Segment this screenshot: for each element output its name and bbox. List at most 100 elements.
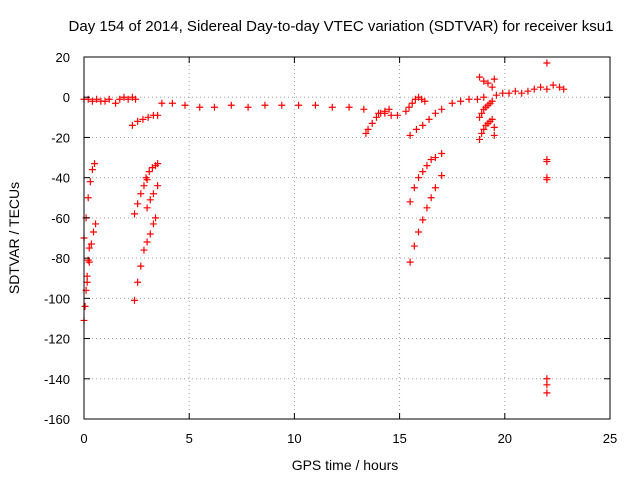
data-point <box>543 158 551 166</box>
data-point <box>261 101 269 109</box>
data-point <box>524 87 532 95</box>
data-point <box>278 101 286 109</box>
y-tick-label: -140 <box>44 372 70 387</box>
data-point <box>368 119 376 127</box>
data-point <box>543 85 551 93</box>
x-tick-label: 25 <box>603 431 617 446</box>
data-point <box>556 83 564 91</box>
data-point <box>488 83 496 91</box>
data-point <box>511 87 519 95</box>
x-tick-label: 15 <box>392 431 406 446</box>
data-point <box>101 97 109 105</box>
data-point <box>372 113 380 121</box>
data-point <box>419 121 427 129</box>
data-point <box>134 117 142 125</box>
y-tick-labels: -160 -140 -120 -100 -80 -60 -40 -20 0 20 <box>44 50 70 427</box>
data-point <box>490 123 498 131</box>
data-point <box>415 174 423 182</box>
data-point <box>560 85 568 93</box>
data-point <box>105 95 113 103</box>
data-point <box>518 89 526 97</box>
data-point <box>419 216 427 224</box>
series-group <box>142 160 162 182</box>
data-point <box>146 230 154 238</box>
data-point <box>295 101 303 109</box>
series-group <box>375 109 401 119</box>
data-point <box>227 101 235 109</box>
series-group <box>158 99 368 113</box>
y-tick-label: 20 <box>56 50 70 65</box>
series-group <box>130 214 160 304</box>
series-group <box>448 93 488 107</box>
data-point <box>134 278 142 286</box>
data-point <box>381 109 389 117</box>
data-point <box>431 184 439 192</box>
data-point <box>480 93 488 101</box>
data-point <box>412 125 420 133</box>
data-point <box>415 228 423 236</box>
data-point <box>154 182 162 190</box>
data-point <box>154 160 162 168</box>
series-group <box>128 111 162 129</box>
data-point <box>549 81 557 89</box>
data-point <box>457 97 465 105</box>
data-point <box>438 105 446 113</box>
data-point <box>139 115 147 123</box>
data-point <box>196 103 204 111</box>
data-point <box>362 129 370 137</box>
y-tick-label: -100 <box>44 291 70 306</box>
data-point <box>448 99 456 107</box>
plot-frame <box>83 56 611 420</box>
data-point <box>375 109 383 117</box>
series-group <box>476 115 496 143</box>
data-point <box>480 125 488 133</box>
data-point <box>408 99 416 107</box>
data-point <box>387 111 395 119</box>
series-group <box>143 182 162 212</box>
data-point <box>476 135 484 143</box>
x-axis-label: GPS time / hours <box>292 457 399 473</box>
data-point <box>152 214 160 222</box>
data-point <box>402 107 410 115</box>
y-tick-label: 0 <box>63 90 70 105</box>
series-group <box>406 172 446 266</box>
data-point <box>134 200 142 208</box>
data-point <box>419 168 427 176</box>
data-point <box>543 381 551 389</box>
data-point <box>478 129 486 137</box>
y-axis-label: SDTVAR / TECUs <box>6 182 22 294</box>
data-markers <box>80 59 568 397</box>
data-point <box>431 154 439 162</box>
series-group <box>476 97 496 121</box>
data-point <box>543 59 551 67</box>
data-point <box>410 242 418 250</box>
series-group <box>543 59 551 397</box>
data-point <box>423 204 431 212</box>
y-tick-label: -40 <box>51 171 70 186</box>
data-point <box>84 194 92 202</box>
y-tick-label: -80 <box>51 251 70 266</box>
data-point <box>438 172 446 180</box>
data-point <box>93 95 101 103</box>
data-point <box>140 182 148 190</box>
data-point <box>143 238 151 246</box>
data-point <box>146 196 154 204</box>
series-group <box>362 105 393 137</box>
data-point <box>128 121 136 129</box>
series-group <box>80 93 140 107</box>
data-point <box>143 204 151 212</box>
data-point <box>149 220 157 228</box>
data-point <box>465 95 473 103</box>
series-group <box>406 105 446 139</box>
data-point <box>488 115 496 123</box>
data-point <box>130 210 138 218</box>
data-point <box>393 111 401 119</box>
grid-lines <box>84 57 610 419</box>
series-group <box>80 160 99 242</box>
data-point <box>132 95 140 103</box>
y-tick-label: -20 <box>51 130 70 145</box>
data-point <box>438 150 446 158</box>
data-point <box>244 103 252 111</box>
data-point <box>145 168 153 176</box>
